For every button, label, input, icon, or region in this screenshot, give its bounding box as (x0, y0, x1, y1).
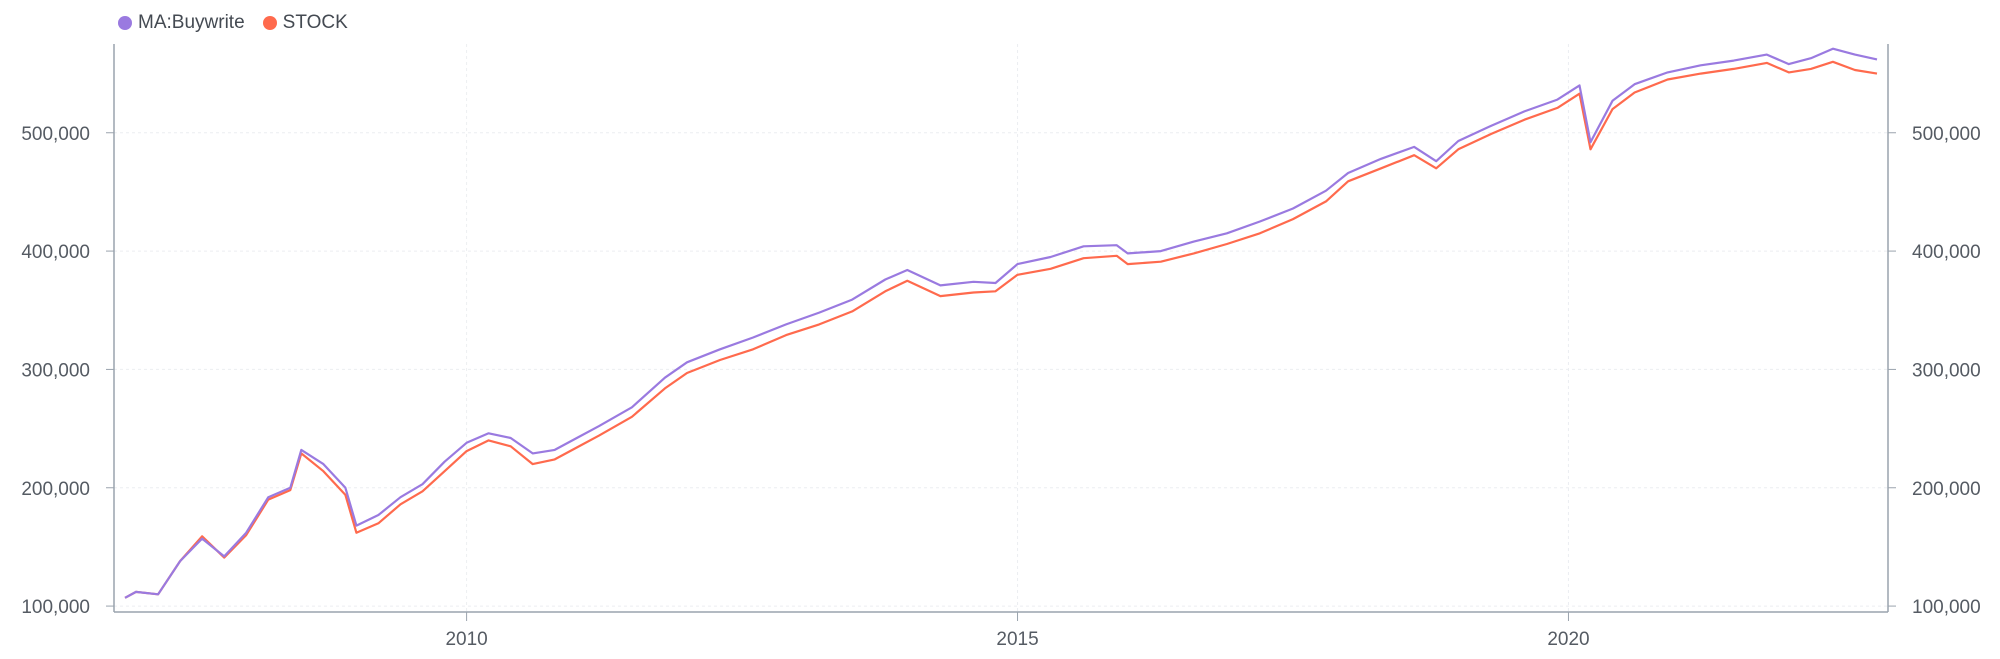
legend-label-buywrite: MA:Buywrite (138, 12, 245, 33)
grid (114, 44, 1888, 612)
y-tick-label-right: 400,000 (1912, 242, 1981, 263)
x-tick-label: 2010 (445, 629, 487, 650)
y-tick-label-left: 100,000 (21, 597, 90, 618)
legend-dot-buywrite (118, 16, 132, 30)
y-tick-label-right: 500,000 (1912, 124, 1981, 145)
series-line-buywrite (124, 47, 1878, 599)
axes: 100,000 100,000 200,000 200,000 300,000 300,0… (21, 44, 1981, 650)
y-tick-label-right: 300,000 (1912, 360, 1981, 381)
x-tick-label: 2020 (1547, 629, 1589, 650)
legend-item-stock[interactable]: STOCK (262, 12, 348, 34)
y-tick-label-right: 100,000 (1912, 597, 1981, 618)
legend-label-stock: STOCK (282, 12, 348, 33)
y-tick-label-left: 300,000 (21, 360, 90, 381)
series-layer (124, 47, 1878, 599)
series-line-stock (124, 60, 1878, 599)
y-tick-label-left: 500,000 (21, 124, 90, 145)
legend-dot-stock (262, 16, 277, 30)
x-tick-label: 2015 (996, 629, 1038, 650)
y-tick-label-left: 200,000 (21, 479, 90, 500)
legend: MA:Buywrite STOCK (118, 12, 348, 34)
y-tick-label-right: 200,000 (1912, 479, 1981, 500)
legend-item-buywrite[interactable]: MA:Buywrite (118, 12, 245, 34)
y-tick-label-left: 400,000 (21, 242, 90, 263)
